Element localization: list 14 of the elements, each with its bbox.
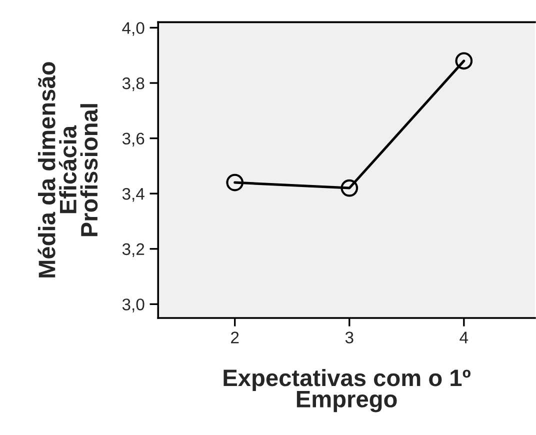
y-tick-label: 3,4 bbox=[122, 188, 144, 202]
x-axis-title: Expectativas com o 1º Emprego bbox=[224, 368, 471, 412]
point bbox=[455, 52, 473, 70]
point bbox=[226, 174, 244, 192]
y-axis-title: Média da dimensão Eficácia Profissional bbox=[38, 62, 98, 278]
y-tick-label: 3,0 bbox=[122, 298, 144, 312]
x-tick-label: 4 bbox=[460, 332, 468, 344]
x-tick-label: 3 bbox=[345, 332, 354, 344]
y-tick-label: 3,8 bbox=[122, 77, 144, 92]
x-tick-label: 2 bbox=[231, 332, 239, 344]
y-tick-label: 4,0 bbox=[122, 22, 144, 36]
point bbox=[340, 179, 358, 197]
y-tick-label: 3,6 bbox=[122, 132, 144, 146]
y-tick-label: 3,2 bbox=[122, 243, 144, 258]
